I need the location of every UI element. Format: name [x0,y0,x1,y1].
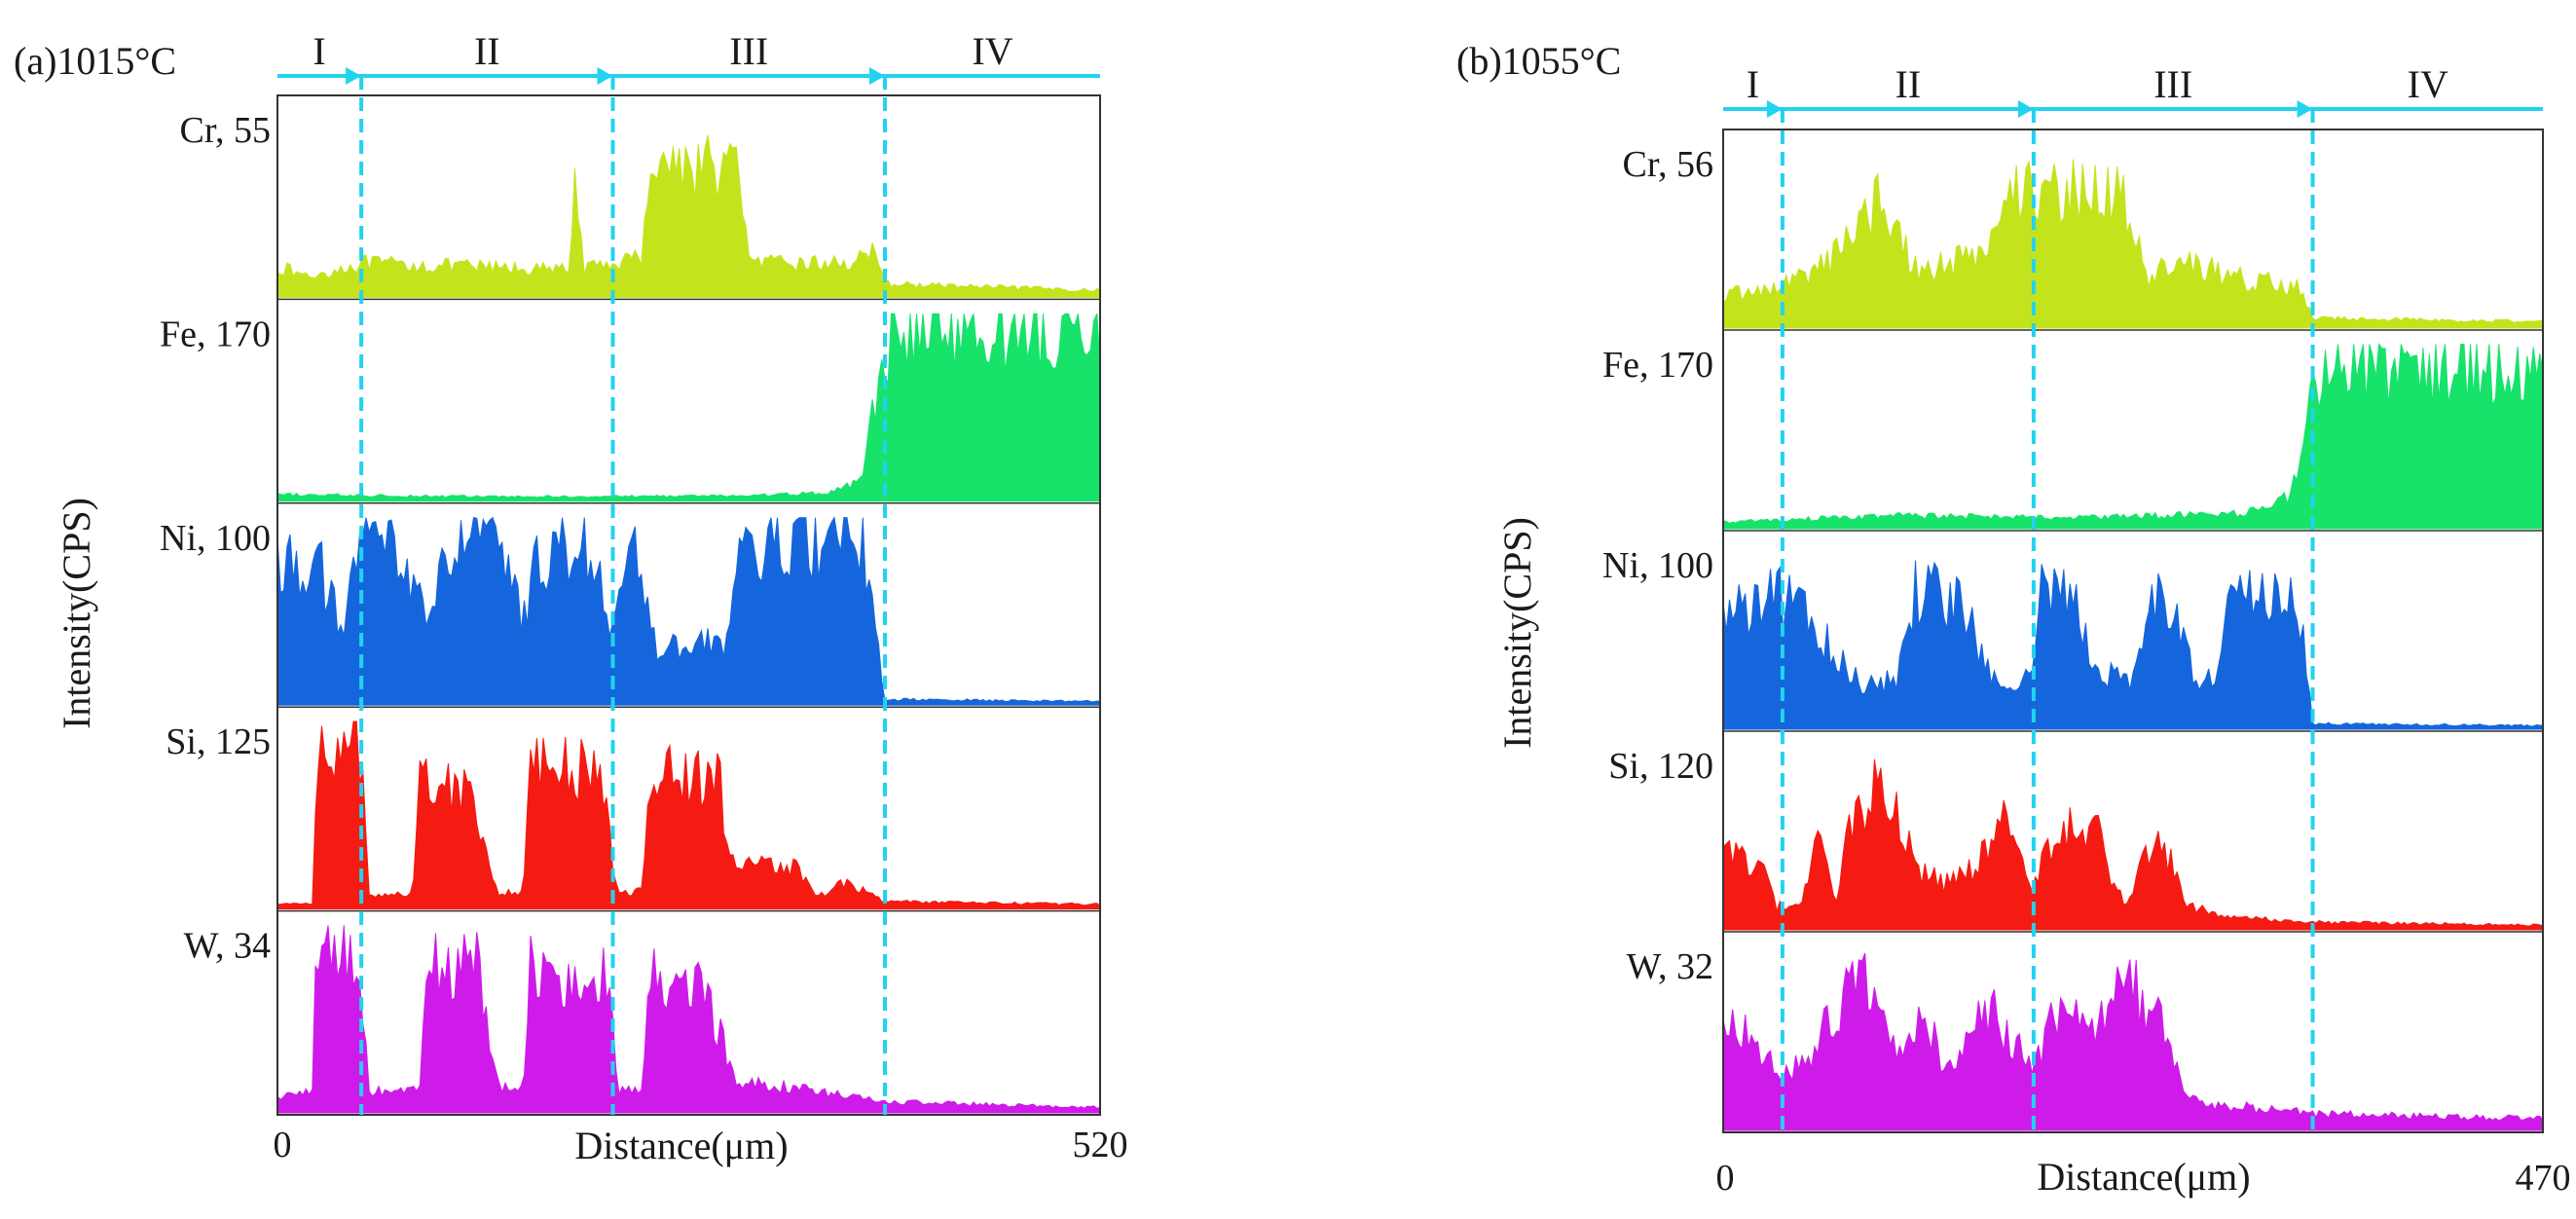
series-si-area-1 [1722,758,2544,931]
series-ni-area-1 [1722,560,2544,730]
zone-arrowhead-0-0 [346,67,362,85]
ylabel-a: Intensity(CPS) [55,498,98,729]
series-label-si-1: Si, 120 [1608,746,1713,787]
zone-label-i-0: I [313,29,325,73]
x-tick-b-1: 470 [2516,1158,2571,1199]
series-label-cr-0: Cr, 55 [180,110,271,151]
plot-frame-0 [276,94,1101,1116]
x-tick-b-0: 0 [1716,1158,1735,1199]
series-label-si-0: Si, 125 [166,721,271,762]
series-label-w-0: W, 34 [184,926,271,967]
zone-arrowhead-1-1 [2017,100,2034,118]
series-cr-area-1 [1722,159,2544,329]
series-fe-area-0 [276,313,1101,502]
zone-label-i-1: I [1747,62,1759,106]
zone-bar-a: I II III IV [277,29,1100,85]
series-cr-area-0 [276,134,1101,298]
zone-arrowhead-0-1 [1766,100,1783,118]
zone-label-iv-1: IV [2408,62,2448,106]
zone-arrowhead-2-1 [2297,100,2313,118]
zone-arrowhead-2-0 [869,67,885,85]
series-label-fe-0: Fe, 170 [160,314,271,354]
series-label-w-1: W, 32 [1627,946,1713,987]
zone-label-ii-0: II [474,29,500,73]
xlabel-a: Distance(μm) [574,1124,788,1167]
zone-label-iii-0: III [729,29,768,73]
zone-label-ii-1: II [1895,62,1922,106]
zone-label-iv-0: IV [972,29,1012,73]
ylabel-b: Intensity(CPS) [1495,517,1539,749]
zone-arrowhead-1-0 [597,67,613,85]
xlabel-b: Distance(μm) [2037,1155,2250,1199]
series-ni-area-0 [276,516,1101,706]
plot-frame-1 [1722,129,2544,1133]
panel-label-a: (a)1015°C [14,39,176,83]
panel-a-body: Cr, 55 Fe, 170 Ni, 100 Si, 125 W, 34 [160,76,1101,1116]
panel-b-body: Cr, 56 Fe, 170 Ni, 100 Si, 120 W, 32 [1602,109,2544,1133]
series-w-area-0 [276,925,1101,1114]
series-label-cr-1: Cr, 56 [1623,144,1713,185]
zone-bar-b: I II III IV [1723,62,2543,118]
zone-label-iii-1: III [2153,62,2192,106]
series-label-fe-1: Fe, 170 [1602,345,1713,386]
panel-label-b: (b)1055°C [1456,39,1621,83]
series-label-ni-1: Ni, 100 [1602,545,1713,586]
series-label-ni-0: Ni, 100 [160,518,271,559]
x-tick-a-0: 0 [274,1125,292,1165]
series-w-area-1 [1722,952,2544,1131]
series-fe-area-1 [1722,343,2544,530]
series-si-area-0 [276,720,1101,910]
x-tick-a-1: 520 [1073,1125,1128,1165]
